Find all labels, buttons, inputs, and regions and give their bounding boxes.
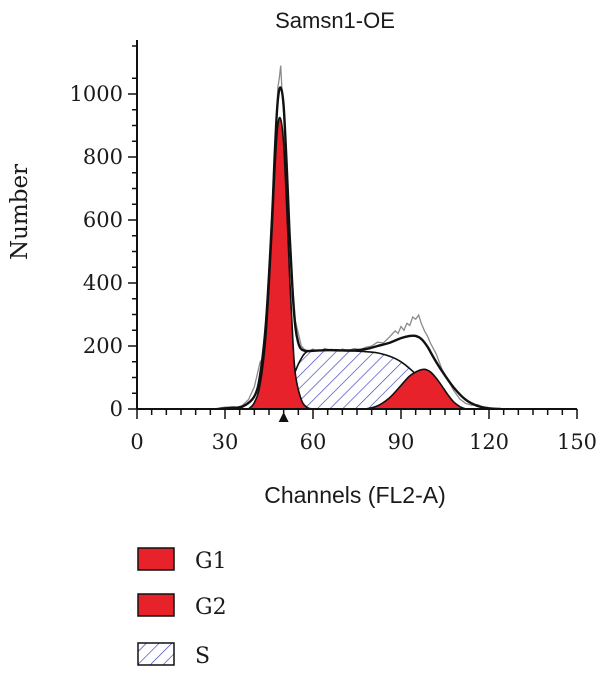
marker-triangle: [278, 412, 289, 422]
legend-swatch-g1: [137, 547, 175, 571]
y-tick-label: 400: [83, 271, 123, 295]
y-axis-label: Number: [7, 164, 33, 260]
x-tick-label: 150: [557, 430, 597, 454]
x-axis-label: Channels (FL2-A): [264, 482, 446, 508]
legend-swatch-s: [137, 642, 175, 666]
plot-area: [213, 65, 507, 410]
total-fit-line: [218, 86, 501, 410]
x-tick-label: 60: [300, 430, 327, 454]
y-tick-label: 1000: [70, 82, 123, 106]
x-tick-label: 0: [130, 430, 143, 454]
legend-label-s: S: [195, 644, 210, 669]
legend-label-g1: G1: [195, 549, 227, 574]
x-tick-label: 90: [388, 430, 415, 454]
y-tick-label: 0: [110, 397, 123, 421]
x-tick-label: 30: [212, 430, 239, 454]
series-g2-area: [365, 368, 466, 410]
y-tick-label: 800: [83, 145, 123, 169]
legend-label-g2: G2: [195, 595, 227, 620]
legend: G1 G2 S: [137, 547, 227, 669]
legend-swatch-g2: [137, 593, 175, 617]
axes: 0 200 400 600 800 1000 0 30 60 90 120 150: [70, 40, 597, 454]
chart-title: Samsn1-OE: [275, 8, 395, 33]
y-tick-label: 200: [83, 334, 123, 358]
y-tick-label: 600: [83, 208, 123, 232]
x-tick-label: 120: [469, 430, 509, 454]
series-g1-area: [247, 116, 314, 410]
